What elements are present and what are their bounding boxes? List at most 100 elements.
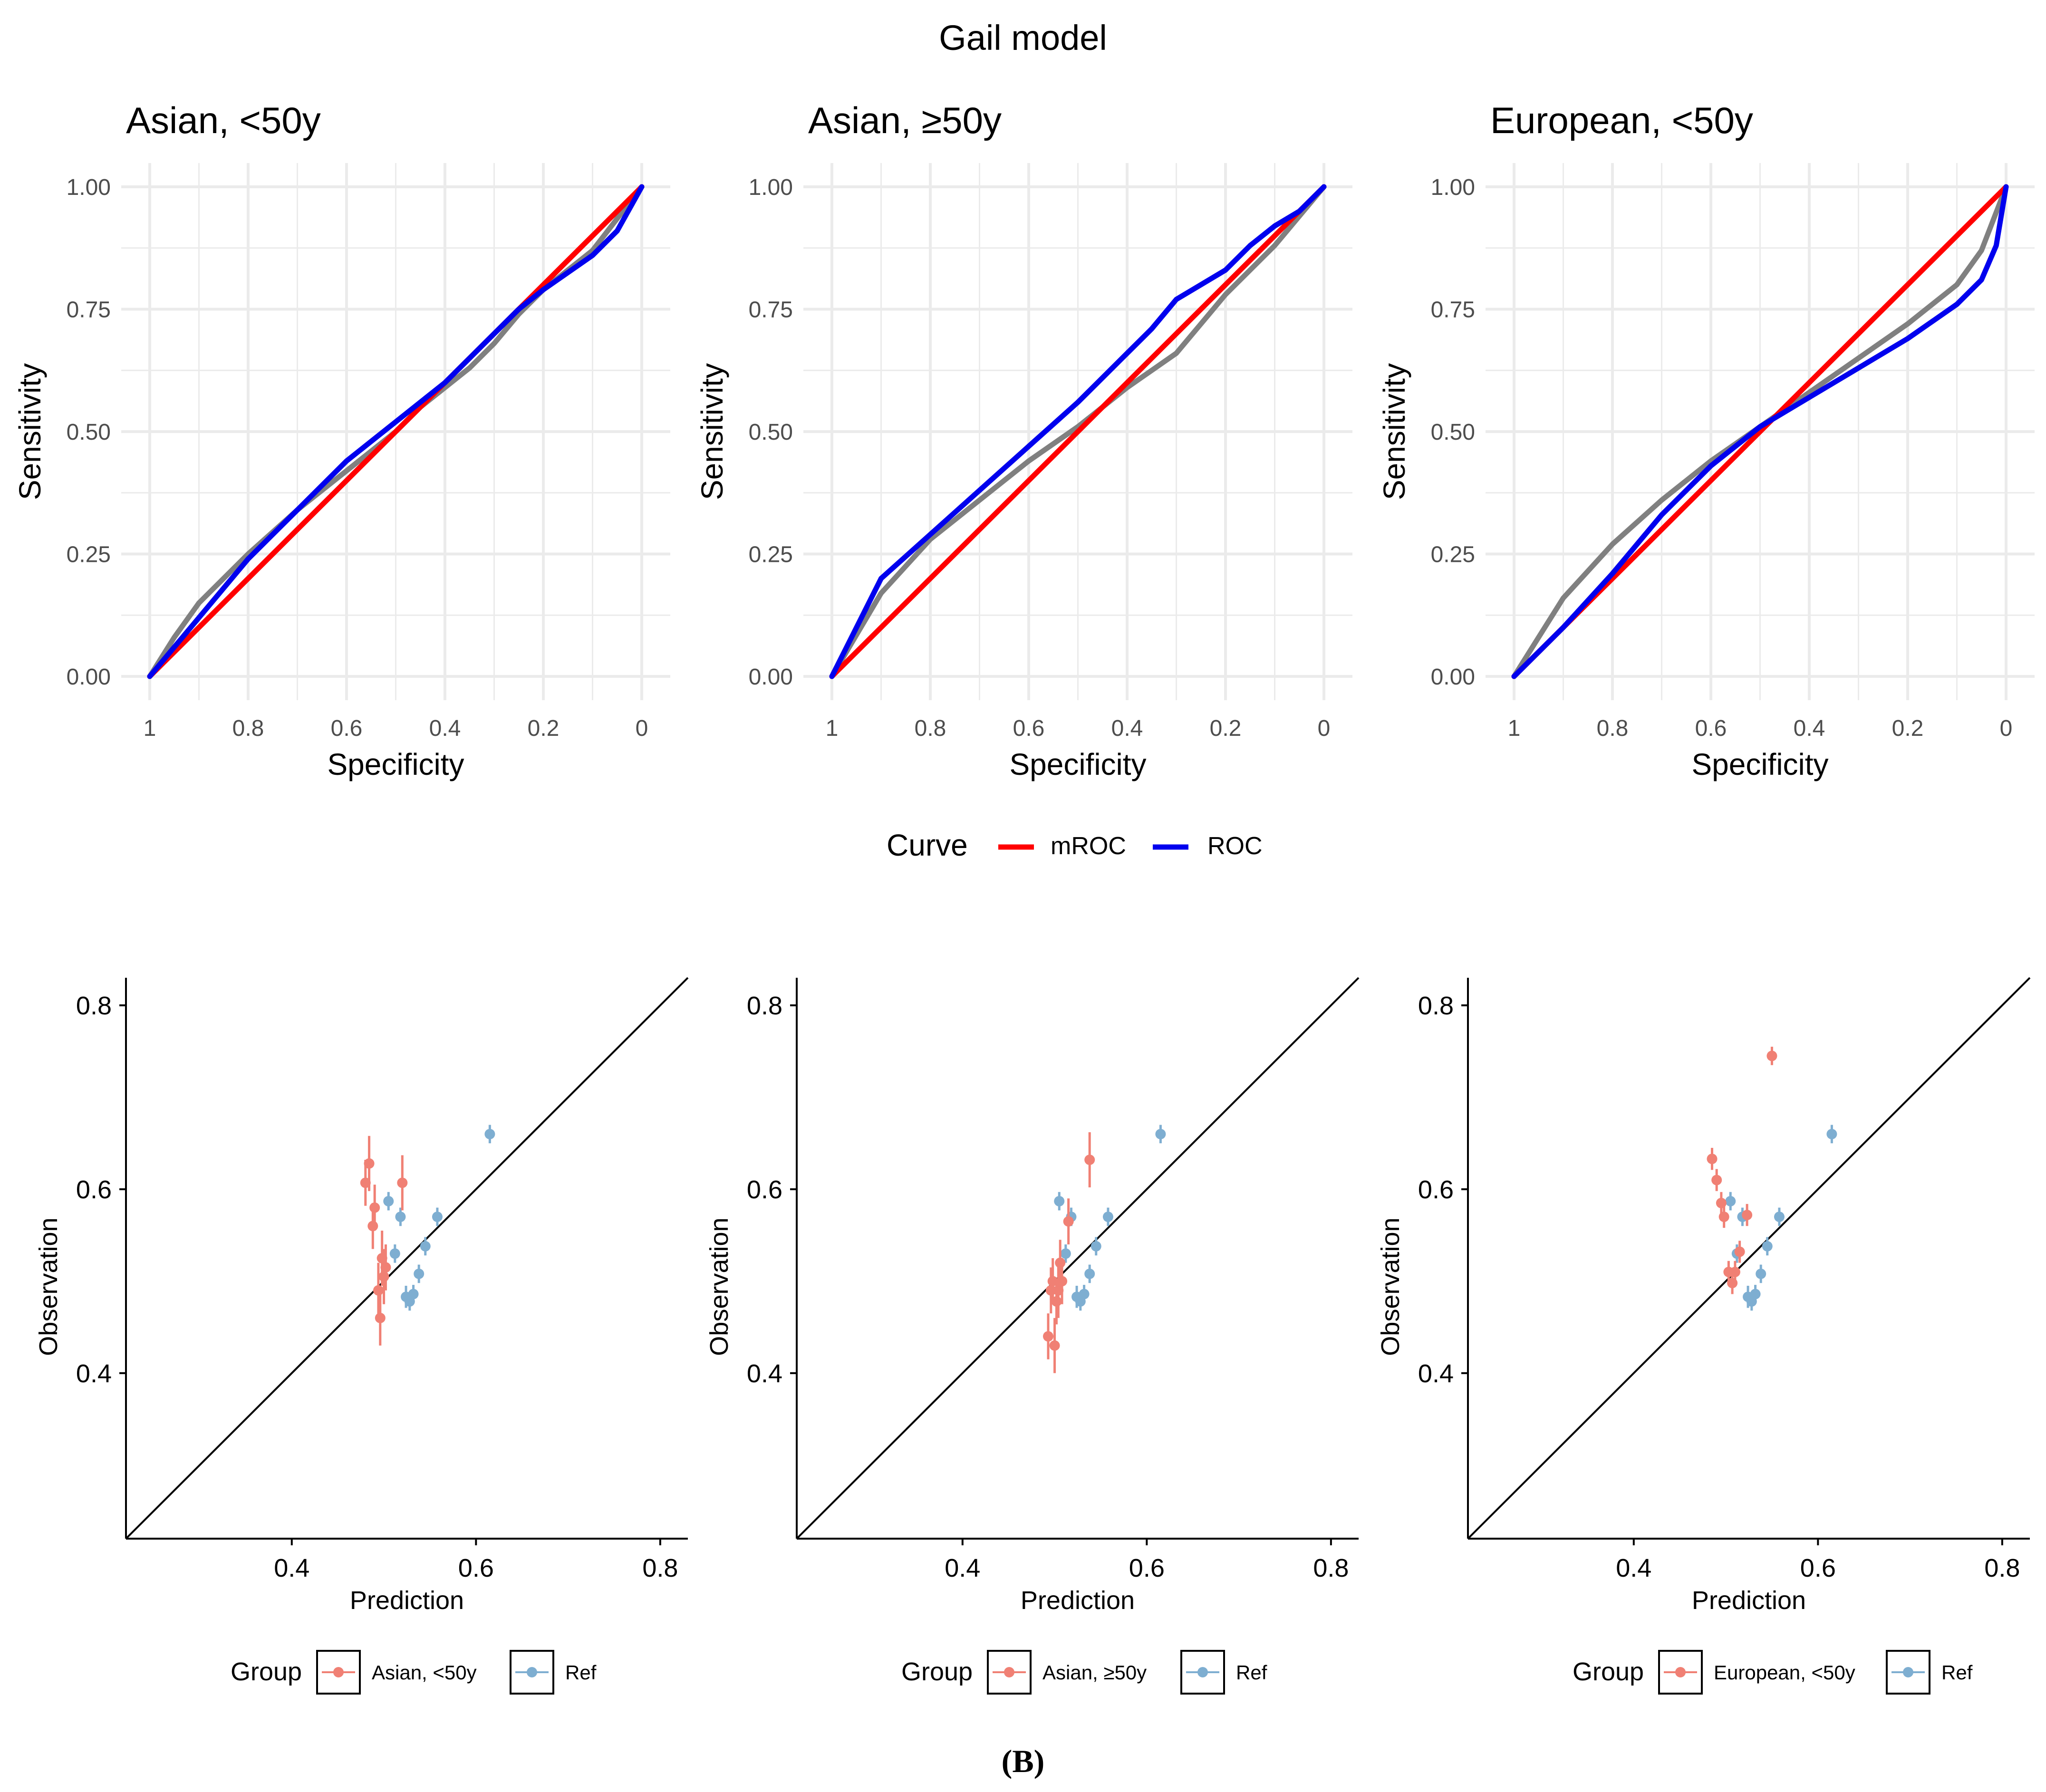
data-point — [1063, 1216, 1074, 1227]
calibration-panel-3: 0.4 0.4 0.6 0.6 0.8 0.8 Prediction Observation G… — [1376, 977, 2031, 1695]
data-point — [1057, 1276, 1068, 1287]
y-tick-label: 0.50 — [1431, 420, 1475, 445]
data-point — [378, 1271, 389, 1282]
x-tick-label: 0.6 — [1013, 716, 1045, 741]
x-tick-label: 0.8 — [1313, 1554, 1349, 1582]
panel-title: European, <50y — [1490, 99, 1753, 141]
identity-line — [796, 977, 1360, 1540]
y-tick-label: 0.8 — [1418, 992, 1454, 1020]
x-tick-label: 0.4 — [1794, 716, 1825, 741]
group-legend: Group Asian, <50y Ref — [231, 1650, 597, 1695]
data-point — [1718, 1211, 1729, 1222]
x-tick-label: 0.8 — [915, 716, 946, 741]
y-axis-label: Sensitivity — [695, 363, 729, 500]
legend-label-ref: Ref — [1941, 1661, 1973, 1684]
y-tick-label: 0.6 — [76, 1175, 112, 1204]
data-point — [484, 1128, 495, 1139]
x-tick-label: 0 — [1318, 716, 1331, 741]
y-axis-label: Observation — [34, 1217, 63, 1356]
y-tick-label: 0.6 — [747, 1175, 782, 1204]
roc-legend: Curve mROC ROC — [887, 828, 1263, 862]
data-point — [1054, 1196, 1065, 1207]
x-axis-label: Prediction — [1692, 1586, 1806, 1615]
y-axis-label: Sensitivity — [13, 363, 47, 500]
legend-key-group-point — [1004, 1667, 1014, 1677]
x-axis-label: Prediction — [350, 1586, 464, 1615]
y-tick-label: 0.4 — [1418, 1359, 1454, 1388]
series-roc-line — [1511, 184, 2009, 679]
calibration-panel-2: 0.4 0.4 0.6 0.6 0.8 0.8 Prediction Observation G… — [705, 977, 1360, 1695]
identity-line — [125, 977, 689, 1540]
data-point — [1725, 1196, 1736, 1207]
y-axis-label: Sensitivity — [1377, 363, 1411, 500]
data-point — [397, 1177, 408, 1188]
data-point — [367, 1221, 378, 1232]
x-tick-label: 0.8 — [1984, 1554, 2020, 1582]
x-tick-label: 0.8 — [232, 716, 264, 741]
grid — [1486, 163, 2035, 700]
data-point — [373, 1285, 384, 1296]
x-tick-label: 1 — [1508, 716, 1521, 741]
x-axis-label: Prediction — [1021, 1586, 1135, 1615]
legend-key-ref-point — [1903, 1667, 1913, 1677]
y-tick-label: 0.50 — [749, 420, 793, 445]
data-point — [375, 1312, 386, 1323]
y-tick-label: 0.00 — [749, 665, 793, 690]
series-group — [1042, 1132, 1095, 1373]
series-roc-line — [829, 184, 1327, 679]
roc-panel-3: 0.00 0.25 0.50 0.75 1.00 1 0.8 0.6 0.4 0.2 0 Europe… — [1377, 99, 2035, 781]
data-point — [408, 1289, 419, 1300]
x-tick-label: 0.6 — [1800, 1554, 1836, 1582]
data-point — [1716, 1197, 1727, 1208]
data-point — [1774, 1211, 1785, 1222]
x-tick-label: 0.4 — [1111, 716, 1143, 741]
roc-panels: 0.00 0.25 0.50 0.75 1.00 1 0.8 0.6 0.4 0.2 0 Asian,… — [13, 99, 2035, 781]
data-point — [1734, 1246, 1745, 1257]
y-tick-label: 1.00 — [1431, 175, 1475, 200]
x-tick-label: 0.8 — [642, 1554, 678, 1582]
data-point — [1079, 1289, 1090, 1300]
y-tick-label: 0.50 — [67, 420, 111, 445]
x-tick-label: 0.6 — [458, 1554, 494, 1582]
data-point — [432, 1211, 443, 1222]
data-point — [1762, 1241, 1773, 1252]
data-point — [1102, 1211, 1113, 1222]
y-tick-label: 1.00 — [67, 175, 111, 200]
x-axis-label: Specificity — [1691, 747, 1828, 781]
x-tick-label: 1 — [826, 716, 839, 741]
y-tick-label: 0.8 — [747, 992, 782, 1020]
x-tick-label: 0.4 — [945, 1554, 980, 1582]
panel-title: Asian, ≥50y — [808, 99, 1002, 141]
data-point — [1084, 1155, 1095, 1166]
x-tick-label: 0.6 — [1129, 1554, 1165, 1582]
y-tick-label: 0.8 — [76, 992, 112, 1020]
y-tick-label: 0.75 — [749, 298, 793, 323]
data-point — [1742, 1210, 1753, 1221]
series-group — [360, 1136, 408, 1346]
data-point — [1711, 1175, 1722, 1185]
y-tick-label: 0.4 — [747, 1359, 782, 1388]
legend-key-group-point — [333, 1667, 344, 1677]
x-tick-label: 0 — [2000, 716, 2013, 741]
data-point — [1084, 1268, 1095, 1279]
data-point — [1729, 1267, 1740, 1278]
data-point — [1766, 1050, 1777, 1061]
data-point — [1042, 1331, 1053, 1342]
y-tick-label: 0.75 — [67, 298, 111, 323]
series-ref — [383, 1125, 495, 1311]
grid — [803, 163, 1352, 700]
y-tick-label: 0.25 — [749, 542, 793, 568]
data-point — [389, 1248, 400, 1259]
legend-label-group: European, <50y — [1714, 1661, 1855, 1684]
series-group — [1707, 1047, 1777, 1294]
legend-label-ref: Ref — [1236, 1661, 1267, 1684]
roc-legend-title: Curve — [887, 828, 968, 862]
x-tick-label: 0.2 — [528, 716, 560, 741]
roc-panel-1: 0.00 0.25 0.50 0.75 1.00 1 0.8 0.6 0.4 0.2 0 Asian,… — [13, 99, 670, 781]
data-point — [1155, 1128, 1166, 1139]
y-tick-label: 0.25 — [67, 542, 111, 568]
data-point — [364, 1158, 375, 1169]
legend-label-group: Asian, <50y — [372, 1661, 477, 1684]
data-point — [1826, 1128, 1837, 1139]
